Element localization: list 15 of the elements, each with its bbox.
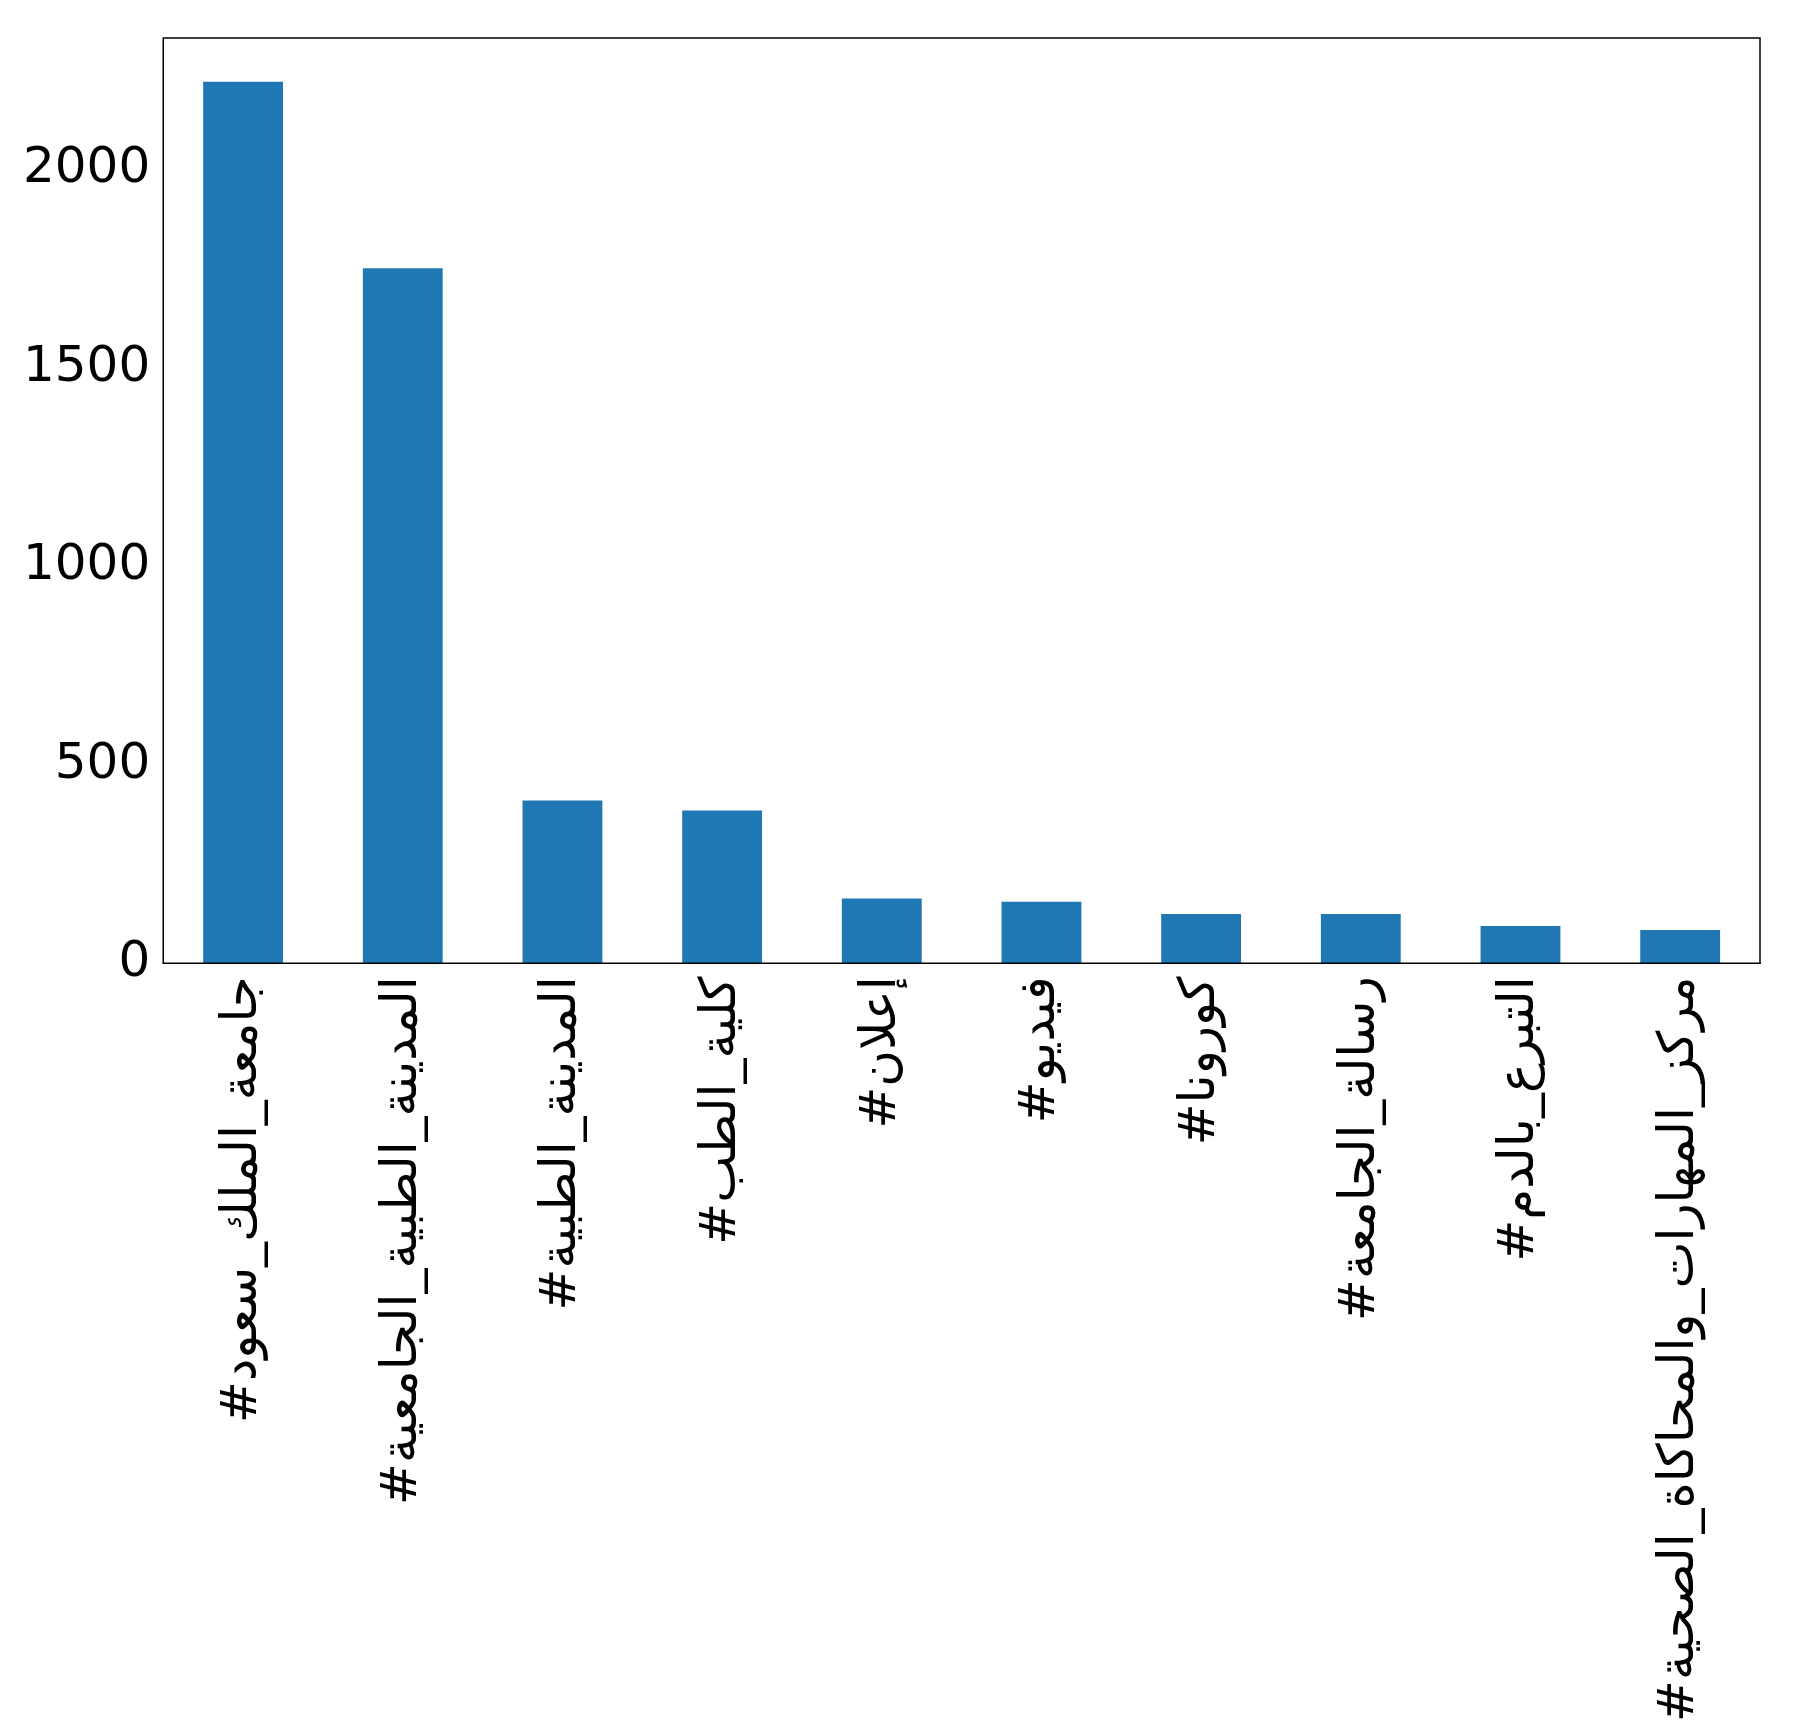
y-tick-label: 1000: [23, 533, 151, 592]
x-tick-label: #مركز_المهارات_والمحاكاة_الصحية: [1647, 976, 1707, 1723]
x-tick-label: #التبرع_بالدم: [1487, 976, 1546, 1262]
y-tick-label: 500: [54, 731, 151, 790]
x-tick-label: #إعلان: [848, 976, 908, 1129]
y-tick-label: 2000: [23, 136, 151, 195]
x-tick-label: #كلية_الطب: [689, 976, 748, 1245]
x-tick-label: #كورونا: [1168, 976, 1228, 1146]
x-tick-label: #جامعة_الملك_سعود: [210, 976, 269, 1423]
x-tick-label: #المدينة_الطبية_الجامعية: [369, 976, 428, 1505]
y-tick-label: 0: [118, 930, 151, 989]
x-tick-label: #فيديو: [1008, 976, 1067, 1124]
x-tick-label: #رسالة_الجامعة: [1327, 976, 1386, 1321]
x-tick-label: #المدينة_الطبية: [529, 976, 588, 1311]
y-tick-label: 1500: [23, 334, 151, 393]
